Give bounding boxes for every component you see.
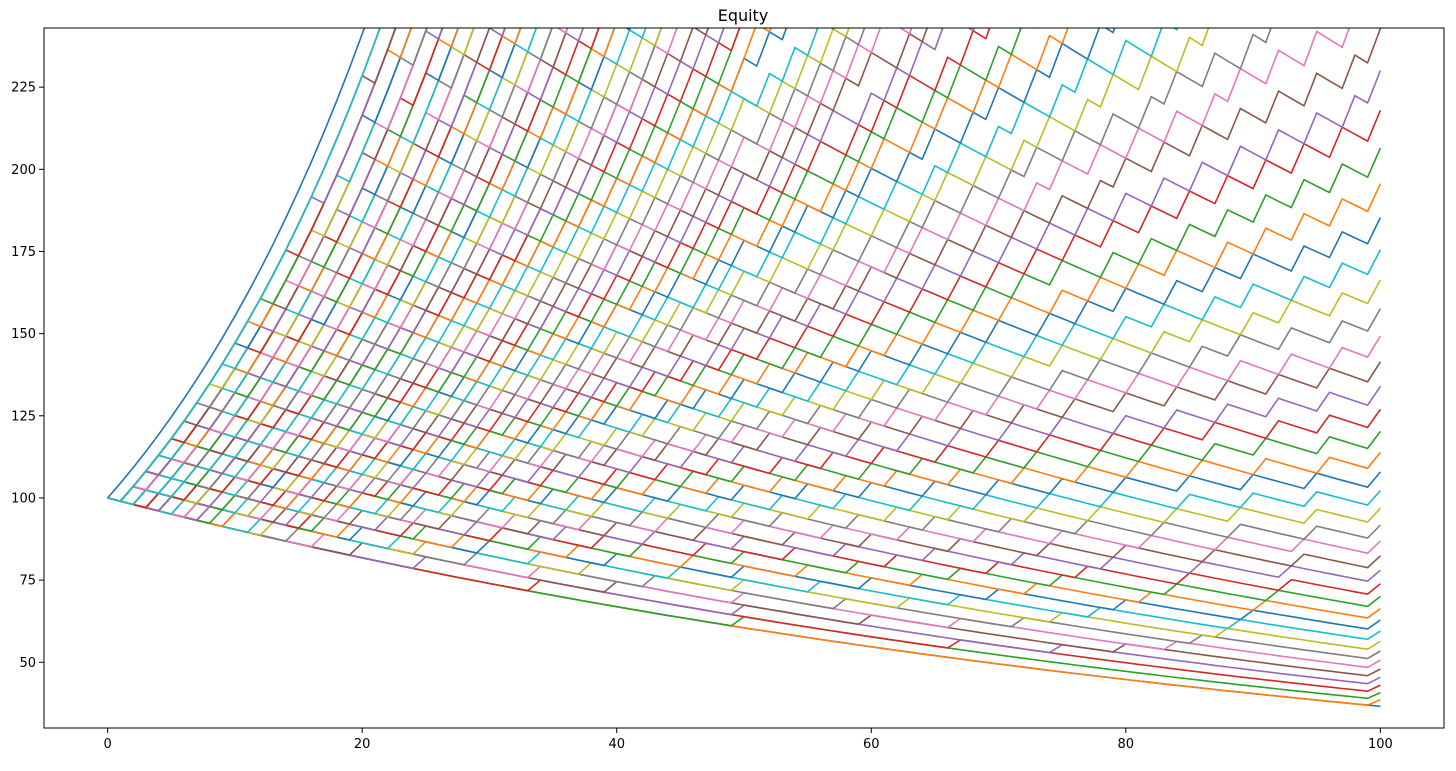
series-line <box>107 28 835 506</box>
series-line <box>107 28 850 506</box>
series-line <box>107 28 1351 506</box>
y-tick-label: 100 <box>11 491 36 506</box>
x-tick-label: 20 <box>354 737 371 752</box>
series-line <box>107 497 1381 641</box>
series-line <box>107 28 444 503</box>
series-line <box>107 497 1381 555</box>
series-line <box>107 430 1382 512</box>
series-line <box>107 28 381 503</box>
series-line <box>107 28 1210 506</box>
series-layer <box>106 28 1382 708</box>
y-tick-label: 125 <box>11 409 36 424</box>
series-line <box>107 28 913 506</box>
x-tick-label: 100 <box>1368 737 1393 752</box>
series-line <box>107 28 491 503</box>
series-line <box>107 183 1382 509</box>
series-line <box>107 335 1382 509</box>
series-line <box>107 28 1069 506</box>
series-line <box>107 28 538 503</box>
series-line <box>107 28 413 503</box>
series-line <box>107 28 663 503</box>
series-line <box>107 28 1382 506</box>
series-line <box>107 497 1381 630</box>
series-line <box>107 28 1038 506</box>
y-tick-label: 150 <box>11 327 36 342</box>
series-line <box>107 70 1382 506</box>
y-tick-label: 50 <box>19 656 36 671</box>
series-line <box>107 28 522 503</box>
series-line <box>107 497 1381 583</box>
series-line <box>107 28 397 503</box>
axes-layer: 0 20 40 60 80 100 50 75 100 125 150 175 200 225 <box>11 27 1445 752</box>
series-line <box>107 497 1381 540</box>
series-line <box>106 28 366 499</box>
series-line <box>107 497 1381 619</box>
x-tick-label: 80 <box>1118 737 1135 752</box>
series-line <box>107 28 694 503</box>
series-line <box>107 308 1382 509</box>
series-line <box>107 28 866 506</box>
y-tick-label: 175 <box>11 245 36 260</box>
series-line <box>107 28 928 506</box>
x-tick-label: 60 <box>863 737 880 752</box>
series-line <box>107 385 1382 512</box>
series-line <box>107 28 600 503</box>
y-tick-label: 75 <box>19 574 36 589</box>
series-line <box>107 497 1381 677</box>
x-tick-label: 40 <box>608 737 625 752</box>
series-line <box>107 28 428 503</box>
series-line <box>107 28 459 503</box>
series-line <box>107 28 506 503</box>
y-tick-label: 225 <box>11 81 36 96</box>
series-line <box>107 28 991 506</box>
series-line <box>107 28 584 503</box>
series-line <box>107 497 1381 685</box>
series-line <box>107 28 975 506</box>
chart-title: Equity <box>718 6 769 25</box>
series-line <box>107 249 1382 509</box>
series-line <box>107 28 741 503</box>
plot-frame <box>43 27 1445 729</box>
series-line <box>107 497 1381 669</box>
series-line <box>107 28 1116 506</box>
series-line <box>107 451 1382 512</box>
series-line <box>107 109 1382 509</box>
series-line <box>107 408 1382 512</box>
series-line <box>107 497 1381 569</box>
series-line <box>107 471 1382 512</box>
series-line <box>107 28 397 503</box>
series-line <box>107 28 1179 506</box>
series-line <box>107 217 1382 509</box>
x-tick-label: 0 <box>103 737 111 752</box>
series-line <box>107 497 1381 660</box>
series-line <box>107 28 1272 506</box>
y-tick-label: 200 <box>11 163 36 178</box>
